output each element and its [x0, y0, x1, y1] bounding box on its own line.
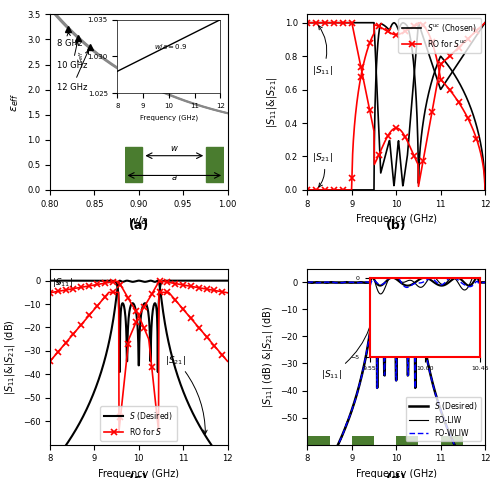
$S^{uc}$ (Chosen) [400, 183, 406, 189]
$S$ (Desired) [401, 281, 407, 286]
FO-WLIW [389, 281, 395, 286]
Text: 12 GHz: 12 GHz [57, 51, 88, 92]
Y-axis label: $\epsilon_{eff}$: $\epsilon_{eff}$ [10, 93, 22, 112]
$S$ (Desired) [224, 278, 230, 283]
Text: $|S_{11}|$: $|S_{11}|$ [52, 276, 73, 289]
$S^{uc}$ (Chosen) [478, 26, 484, 32]
Bar [308, 436, 330, 445]
Text: 10 GHz: 10 GHz [57, 42, 88, 70]
Bar [352, 436, 374, 445]
$S^{uc}$ (Chosen) [389, 160, 395, 166]
X-axis label: Frequency (GHz): Frequency (GHz) [98, 469, 180, 478]
$S$ (Desired) [193, 278, 199, 283]
$S$ (Desired) [220, 278, 226, 283]
FO-WLIW [410, 281, 416, 287]
Text: (d): (d) [386, 473, 406, 478]
$S$ (Desired) [47, 278, 53, 283]
$S$ (Desired) [389, 281, 395, 286]
$S^{uc}$ (Chosen) [401, 177, 407, 183]
Line: $S^{uc}$ (Chosen): $S^{uc}$ (Chosen) [308, 22, 485, 186]
Legend: $S^{uc}$ (Chosen), RO for $S^{uc}$: $S^{uc}$ (Chosen), RO for $S^{uc}$ [398, 18, 481, 53]
$S$ (Desired) [410, 281, 416, 286]
X-axis label: $w/a$: $w/a$ [128, 214, 149, 227]
Text: (c): (c) [129, 473, 148, 478]
Text: (a): (a) [128, 218, 149, 231]
Bar [440, 436, 463, 445]
RO for $S^{uc}$ [410, 151, 416, 157]
FO-LIW [412, 278, 418, 284]
$S$ (Desired) [144, 302, 150, 307]
FO-LIW [389, 280, 395, 286]
Line: FO-LIW: FO-LIW [308, 281, 485, 478]
Line: $S$ (Desired): $S$ (Desired) [50, 281, 228, 372]
Y-axis label: $|S_{11}|$&$|S_{21}|$: $|S_{11}|$&$|S_{21}|$ [265, 76, 279, 128]
RO for $S^{uc}$ [478, 23, 484, 29]
RO for $S^{uc}$ [389, 128, 395, 133]
Bar [463, 436, 485, 445]
RO for $S^{uc}$ [400, 131, 406, 137]
RO for $S^{uc}$ [304, 20, 310, 25]
FO-LIW [390, 281, 396, 286]
Y-axis label: $|S_{11}|$&$|S_{21}|$ (dB): $|S_{11}|$&$|S_{21}|$ (dB) [3, 319, 17, 395]
FO-LIW [450, 440, 456, 445]
FO-WLIW [450, 439, 456, 445]
FO-LIW [400, 281, 406, 286]
Line: FO-WLIW: FO-WLIW [308, 282, 485, 478]
$S$ (Desired) [450, 439, 456, 445]
Bar [396, 436, 418, 445]
RO for $S^{uc}$ [482, 20, 488, 25]
Text: (b): (b) [386, 218, 406, 231]
Text: $|S_{11}|$: $|S_{11}|$ [312, 26, 333, 77]
Text: 8 GHz: 8 GHz [57, 33, 82, 48]
$S^{uc}$ (Chosen) [482, 20, 488, 25]
FO-WLIW [382, 279, 388, 284]
$S^{uc}$ (Chosen) [390, 172, 396, 177]
FO-WLIW [401, 280, 407, 286]
Y-axis label: $|S_{11}|$ (dB) &$|S_{21}|$ (dB): $|S_{11}|$ (dB) &$|S_{21}|$ (dB) [260, 305, 274, 408]
Line: RO for $S^{uc}$: RO for $S^{uc}$ [308, 22, 485, 186]
FO-WLIW [390, 281, 396, 286]
Text: $|S_{11}|$: $|S_{11}|$ [321, 287, 376, 381]
Line: $S$ (Desired): $S$ (Desired) [308, 282, 485, 478]
Bar [376, 282, 416, 296]
Text: $|S_{21}|$: $|S_{21}|$ [312, 151, 333, 187]
$S$ (Desired) [153, 303, 159, 308]
$S^{uc}$ (Chosen) [450, 67, 456, 73]
Text: $|S_{21}|$: $|S_{21}|$ [0, 477, 1, 478]
$S$ (Desired) [374, 280, 380, 285]
RO for $S^{uc}$ [450, 50, 456, 55]
X-axis label: Frequency (GHz): Frequency (GHz) [356, 214, 436, 224]
Bar [418, 436, 440, 445]
Legend: $S$ (Desired), RO for $S$: $S$ (Desired), RO for $S$ [100, 406, 177, 441]
RO for $S^{uc}$ [416, 184, 422, 189]
Bar [330, 436, 352, 445]
Text: $|S_{21}|$: $|S_{21}|$ [166, 354, 207, 434]
RO for $S^{uc}$ [390, 127, 396, 132]
X-axis label: Frequency (GHz): Frequency (GHz) [356, 469, 436, 478]
$S$ (Desired) [133, 307, 139, 313]
$S$ (Desired) [132, 303, 138, 309]
$S^{uc}$ (Chosen) [304, 20, 310, 25]
$S$ (Desired) [116, 369, 122, 375]
Bar [374, 436, 396, 445]
FO-LIW [410, 280, 416, 286]
$S$ (Desired) [390, 280, 396, 286]
Legend: $S$ (Desired), FO-LIW, FO-WLIW: $S$ (Desired), FO-LIW, FO-WLIW [406, 397, 481, 441]
$S^{uc}$ (Chosen) [410, 79, 416, 85]
